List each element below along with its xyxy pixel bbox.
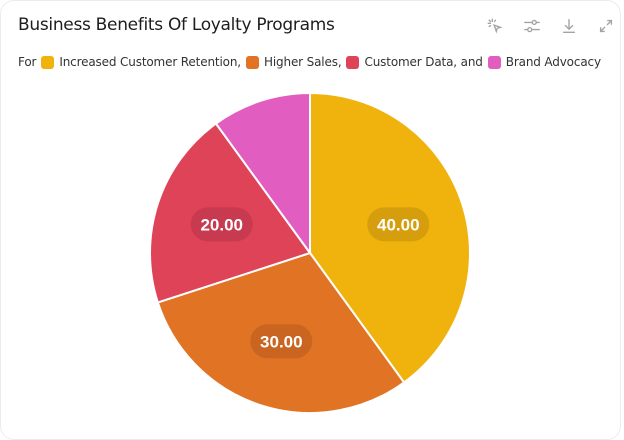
data-label: 20.00: [200, 215, 243, 234]
download-icon: [562, 19, 576, 33]
data-label-background: [190, 207, 253, 242]
select-tool-button[interactable]: [485, 16, 505, 36]
slice-advocacy[interactable]: [214, 91, 311, 257]
chart-title: Business Benefits Of Loyalty Programs: [18, 15, 335, 35]
pie-slices: [149, 91, 471, 414]
select-icon: [487, 18, 503, 34]
legend-swatch-sales: [245, 55, 259, 69]
data-label-background: [367, 207, 430, 242]
sliders-icon: [524, 19, 540, 33]
pie-data-labels: 40.00 30.00 20.00: [190, 207, 430, 359]
data-label: 30.00: [260, 332, 303, 351]
legend-label-sales[interactable]: Higher Sales,: [263, 55, 342, 69]
chart-toolbar: [485, 16, 616, 36]
filter-settings-button[interactable]: [522, 16, 542, 36]
subtitle-prefix: For: [18, 55, 37, 69]
chart-subtitle-legend: For Increased Customer Retention, Higher…: [18, 55, 601, 69]
data-label: 40.00: [377, 215, 420, 234]
legend-swatch-data: [346, 55, 360, 69]
pie-chart: 40.00 30.00 20.00: [149, 91, 471, 414]
legend-label-retention[interactable]: Increased Customer Retention,: [59, 55, 241, 69]
download-button[interactable]: [559, 16, 579, 36]
legend-swatch-retention: [41, 55, 55, 69]
expand-button[interactable]: [596, 16, 616, 36]
legend-label-data[interactable]: Customer Data, and: [364, 55, 483, 69]
legend-swatch-advocacy: [487, 55, 501, 69]
expand-icon: [599, 19, 613, 33]
legend-label-advocacy[interactable]: Brand Advocacy: [505, 55, 601, 69]
data-label-background: [250, 324, 313, 359]
